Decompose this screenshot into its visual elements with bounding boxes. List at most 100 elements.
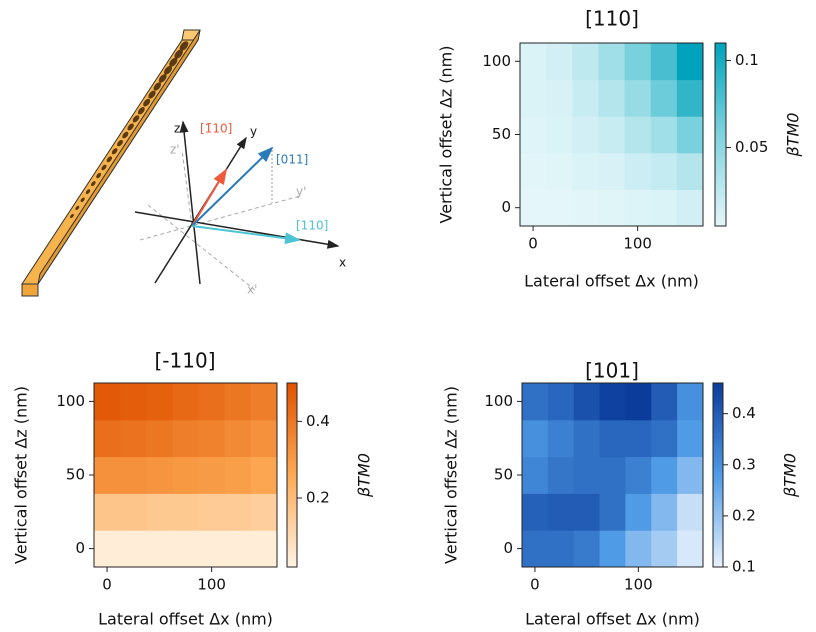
colorbar-tick-label: 0.1 [732,558,756,576]
heatmap-cell [599,530,626,568]
hole [132,115,140,123]
heatmap-cell [172,456,200,494]
heatmap-cell [624,189,652,227]
diagram-label: [1̄10] [200,122,232,136]
arrow-1-10 [191,168,228,227]
heatmap-cell [198,383,226,421]
heatmap-cell [572,189,599,227]
heatmap-cell [676,79,704,117]
y-tick-label: 0 [503,539,513,557]
hole [127,123,134,131]
hole [90,181,96,187]
colorbar-tick-label: 0.4 [732,404,756,422]
heatmap-cell [650,189,678,227]
heatmap-cell [546,189,573,227]
heatmap-cell [120,383,147,421]
hole [80,197,85,203]
heatmap-cell [250,383,278,421]
diagram-label: z' [170,143,180,157]
heatmap-cell [250,456,278,494]
heatmap-cell [250,530,278,568]
heatmap-cell [522,456,549,494]
heatmap-cell [146,530,173,568]
arrow-011 [191,146,274,227]
hole [96,172,102,179]
heatmap-cell [120,493,147,531]
heatmap-cell [650,116,678,154]
arrow-110 [191,225,301,245]
heatmap-cell [625,419,652,458]
colorbar-label: βTM0 [784,113,803,158]
x-tick-label: 0 [528,235,538,253]
heatmap-cell [146,419,173,458]
hole [153,82,162,91]
heatmap-cell [547,383,575,421]
colorbar-tick-label: 0.2 [306,489,330,507]
y-tick-label: 50 [492,125,511,143]
heatmap-cell [572,79,599,117]
chart-title: [101] [585,359,639,383]
z-axis [179,120,201,285]
heatmap-cell [546,79,573,117]
heatmap-cell [599,456,626,494]
heatmap-cell [94,493,121,531]
x-tick-label: 0 [530,576,540,594]
x-axis-label: Lateral offset Δx (nm) [525,610,700,629]
hole [111,148,118,155]
heatmap-cell [546,43,573,81]
heatmap-cell [651,493,678,531]
heatmap-cell [651,456,678,494]
heatmap-cell [120,456,147,494]
heatmap-cell [94,383,121,421]
heatmap-cell [547,530,575,568]
heatmap-cell [651,383,678,421]
colorbar-tick-label: 0.1 [735,51,759,69]
heatmap-cell [198,419,226,458]
heatmap-cell [547,493,575,531]
heatmap-cell [224,456,252,494]
colorbar-label: βTM0 [781,453,800,498]
heatmap-cell [573,456,601,494]
heatmap-cell [677,530,704,568]
colorbar-label: βTM0 [355,453,374,498]
hole [158,74,167,83]
heatmap-cell [651,530,678,568]
heatmap-cell [172,493,200,531]
heatmap-cell [520,43,547,81]
x-tick-label: 100 [197,576,226,594]
heatmap-cell [625,493,652,531]
heatmap-cell [547,419,575,458]
heatmap-cell [94,530,121,568]
heatmap-cell [172,419,200,458]
heatmap-cell [624,43,652,81]
hole [163,65,173,75]
holes [70,41,189,219]
y-prime-axis [139,195,301,241]
hole [179,41,189,51]
heatmap-cell [520,152,547,190]
diagram-label: z [174,122,180,136]
hole [174,49,183,59]
hole [137,107,145,115]
hole [122,131,129,139]
heatmap-cell [94,456,121,494]
heatmap-cell [676,152,704,190]
beam-end [21,283,39,297]
diagram-label: x' [247,283,257,297]
heatmap-cell [172,383,200,421]
hole [101,164,107,171]
heatmap-cell [520,189,547,227]
colorbar [714,42,727,227]
y-axis-label: Vertical offset Δz (nm) [437,46,456,224]
x-axis-label: Lateral offset Δx (nm) [524,272,699,291]
heatmap-cell [624,79,652,117]
heatmap-cell [650,79,678,117]
colorbar-tick-label: 0.2 [732,506,756,524]
heatmap-cell [573,493,601,531]
heatmap-cell [146,383,173,421]
diagram-label: [110] [296,219,328,233]
heatmap-cell [676,116,704,154]
colorbar [286,382,298,568]
heatmap-cell [677,493,704,531]
heatmap-cell [547,456,575,494]
